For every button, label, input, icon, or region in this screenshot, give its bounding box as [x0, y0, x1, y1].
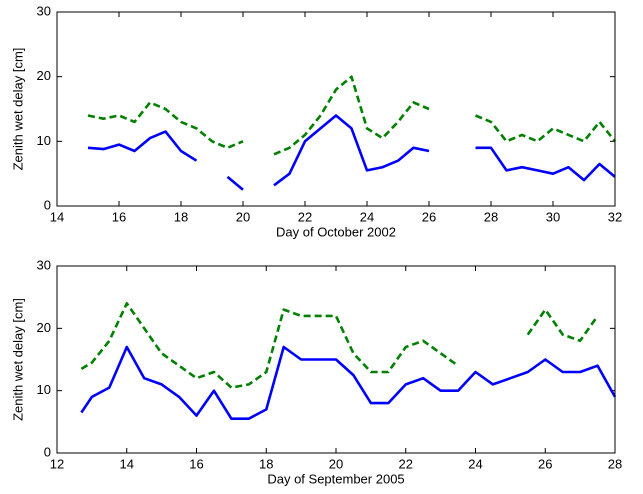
data-line [87, 114, 616, 191]
y-tick-label: 20 [37, 68, 51, 83]
y-tick-label: 0 [44, 197, 51, 212]
x-tick-label: 24 [468, 456, 482, 471]
x-tick-label: 28 [484, 209, 498, 224]
data-line [80, 302, 599, 389]
y-tick-label: 20 [37, 320, 51, 335]
x-tick-label: 20 [329, 456, 343, 471]
plot-frame [56, 11, 616, 207]
y-tick-label: 10 [37, 133, 51, 148]
plot-frame [56, 265, 616, 454]
y-tick-label: 30 [37, 257, 51, 272]
x-tick-label: 12 [50, 456, 64, 471]
x-tick-label: 28 [608, 456, 622, 471]
x-tick-label: 20 [236, 209, 250, 224]
y-axis-label: Zenith wet delay [cm] [10, 298, 25, 421]
x-tick-label: 16 [112, 209, 126, 224]
x-tick-label: 22 [399, 456, 413, 471]
y-tick-label: 30 [37, 3, 51, 18]
x-tick-label: 14 [120, 456, 134, 471]
x-tick-label: 22 [298, 209, 312, 224]
y-tick-label: 0 [44, 444, 51, 459]
x-tick-label: 30 [546, 209, 560, 224]
x-tick-label: 26 [538, 456, 552, 471]
x-axis-label: Day of October 2002 [276, 224, 396, 239]
x-tick-label: 26 [422, 209, 436, 224]
x-tick-label: 32 [608, 209, 622, 224]
x-tick-label: 14 [50, 209, 64, 224]
data-line [80, 345, 617, 420]
y-axis-label: Zenith wet delay [cm] [10, 48, 25, 171]
x-tick-label: 24 [360, 209, 374, 224]
y-tick-label: 10 [37, 382, 51, 397]
x-axis-label: Day of September 2005 [267, 471, 404, 486]
x-tick-label: 16 [189, 456, 203, 471]
x-tick-label: 18 [174, 209, 188, 224]
x-tick-label: 18 [259, 456, 273, 471]
data-line [87, 75, 617, 156]
